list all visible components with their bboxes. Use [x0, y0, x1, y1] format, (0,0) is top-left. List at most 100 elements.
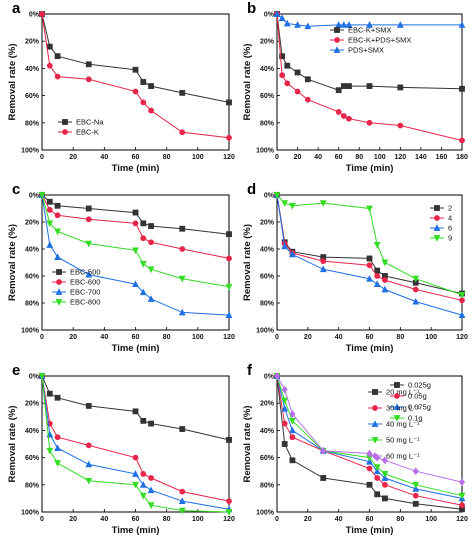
legend-swatch-marker — [334, 37, 340, 43]
y-axis-label: Removal rate (%) — [242, 224, 253, 301]
legend-entry: 9 — [448, 234, 452, 243]
data-point — [46, 220, 54, 228]
series-black — [39, 11, 232, 106]
data-point — [281, 397, 289, 405]
x-tick-label: 120 — [456, 334, 468, 341]
plot-frame — [41, 375, 230, 513]
legend-entry: 0.075g — [408, 403, 431, 412]
legend-swatch-marker — [371, 437, 379, 444]
data-point — [46, 390, 53, 397]
series-line — [41, 375, 230, 510]
data-point — [85, 216, 92, 223]
legend-swatch-marker — [334, 27, 340, 33]
data-point — [54, 394, 61, 401]
data-point — [226, 437, 232, 443]
data-point — [179, 225, 186, 232]
data-point — [366, 205, 373, 213]
data-point — [412, 481, 420, 489]
data-point — [458, 21, 466, 28]
legend-swatch-marker — [394, 393, 400, 399]
data-point — [458, 492, 466, 500]
data-point — [132, 66, 139, 73]
legend-entry: EBC-800 — [70, 298, 100, 307]
series-line — [41, 13, 230, 139]
data-point — [38, 373, 46, 380]
y-tick-label: 0% — [29, 193, 40, 200]
data-point — [279, 72, 286, 79]
data-point — [54, 460, 61, 467]
x-tick-label: 20 — [69, 516, 77, 523]
x-tick-label: 100 — [192, 516, 204, 523]
data-point — [366, 119, 373, 126]
data-point — [373, 467, 381, 475]
x-axis-label: Time (min) — [346, 163, 394, 174]
legend-entry: EBC-K+SMX — [348, 26, 392, 35]
legend-entry: PDS+SMX — [348, 46, 384, 55]
x-tick-label: 40 — [100, 154, 108, 161]
y-tick-label: 60% — [25, 274, 40, 281]
legend-swatch-marker — [56, 269, 62, 275]
data-point — [412, 286, 419, 293]
y-tick-label: 40% — [25, 66, 40, 73]
x-tick-label: 120 — [223, 516, 235, 523]
x-tick-label: 0 — [275, 516, 279, 523]
legend-swatch-marker — [434, 215, 440, 221]
data-point — [179, 426, 186, 432]
x-tick-label: 80 — [163, 334, 171, 341]
data-point — [85, 460, 93, 468]
panel-c: 0 20 40 60 80 100 120 0% 20% 40% 60% 80% 100% Time (m… — [7, 181, 235, 354]
data-point — [281, 385, 288, 394]
data-point — [46, 206, 53, 213]
data-point — [54, 202, 61, 209]
data-point — [458, 311, 466, 319]
x-axis-label: Time (min) — [112, 525, 160, 536]
x-tick-label: 20 — [304, 334, 312, 341]
data-point — [373, 242, 381, 249]
data-point — [54, 228, 61, 236]
data-point — [335, 87, 342, 94]
data-point — [140, 99, 147, 106]
data-point — [46, 241, 54, 248]
data-point — [225, 283, 233, 291]
data-point — [46, 43, 53, 50]
y-tick-label: 60% — [25, 455, 40, 462]
data-point — [85, 76, 92, 83]
x-tick-label: 120 — [223, 334, 235, 341]
legend-swatch-marker — [56, 279, 62, 285]
data-point — [148, 107, 154, 114]
y-tick-label: 0% — [29, 12, 40, 19]
data-point — [289, 202, 296, 210]
x-tick-label: 40 — [314, 154, 322, 161]
data-point — [132, 247, 139, 255]
data-point — [132, 470, 139, 477]
legend-entry: EBC-K — [76, 128, 99, 137]
panel-label: f — [247, 362, 253, 379]
series-green — [273, 192, 466, 299]
data-point — [178, 497, 186, 505]
data-point — [140, 417, 147, 424]
legend-entry: EBC-500 — [70, 268, 100, 277]
panel-label: c — [12, 181, 20, 198]
data-point — [289, 410, 296, 418]
x-tick-label: 140 — [415, 154, 427, 161]
data-point — [289, 457, 296, 464]
x-tick-label: 0 — [275, 334, 279, 341]
data-point — [278, 14, 286, 21]
data-point — [459, 137, 465, 144]
legend-swatch-marker — [371, 420, 379, 427]
data-point — [412, 467, 419, 476]
data-point — [148, 475, 154, 481]
series-line — [41, 375, 230, 441]
data-point — [148, 239, 154, 246]
legend-swatch-marker — [393, 403, 401, 410]
data-point — [289, 426, 296, 434]
legend: 0.025g 0.05g 0.075g 0.1g — [390, 381, 431, 423]
series-purple — [274, 372, 465, 486]
data-point — [226, 498, 232, 505]
legend-entry: EBC-700 — [70, 288, 100, 297]
x-tick-label: 60 — [132, 154, 140, 161]
data-point — [320, 475, 327, 481]
legend-swatch-marker — [433, 235, 441, 242]
data-point — [294, 69, 301, 76]
data-point — [140, 235, 147, 242]
